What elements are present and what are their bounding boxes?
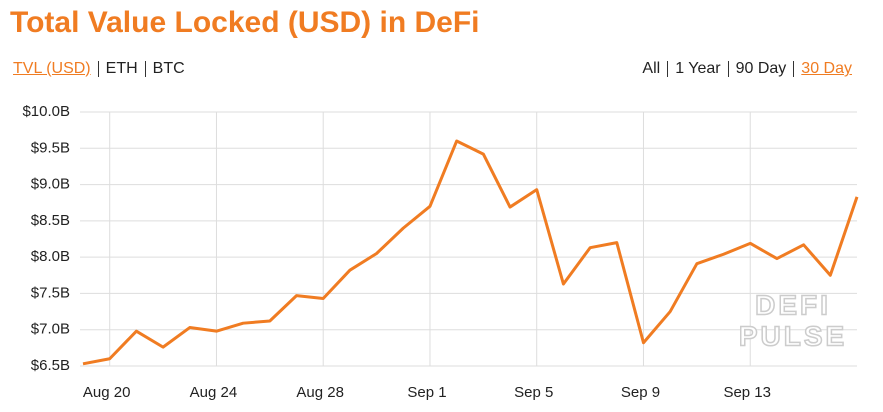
y-tick-label: $8.0B [31,248,70,265]
x-tick-label: Sep 5 [514,384,553,401]
x-tick-label: Sep 1 [407,384,446,401]
unit-toggle: TVL (USD) ETH BTC [6,61,192,77]
title: Total Value Locked (USD) in DeFi [10,6,480,39]
y-tick-label: $9.5B [31,139,70,156]
toggle-option[interactable]: ETH [97,61,145,77]
y-tick-label: $7.0B [31,321,70,338]
series-line [82,139,859,366]
x-tick-label: Aug 20 [83,384,131,401]
watermark: PULSE [739,320,847,351]
x-tick-label: Sep 13 [723,384,771,401]
toggle-option[interactable]: 30 Day [793,61,859,77]
toggle-option[interactable]: 90 Day [727,61,794,77]
y-tick-label: $8.5B [31,212,70,229]
y-tick-label: $6.5B [31,357,70,374]
x-tick-label: Sep 9 [621,384,660,401]
y-tick-label: $10.0B [22,103,70,120]
y-tick-label: $9.0B [31,176,70,193]
toggle-option[interactable]: BTC [144,61,192,77]
watermark: DEFI [755,289,831,320]
toggle-option[interactable]: 1 Year [667,61,727,77]
toggle-option[interactable]: All [642,60,661,77]
x-tick-label: Aug 24 [190,384,238,401]
range-toggle: All 1 Year 90 Day 30 Day [635,61,859,77]
x-tick-label: Aug 28 [296,384,344,401]
y-tick-label: $7.5B [31,284,70,301]
toggle-option[interactable]: TVL (USD) [13,60,91,77]
